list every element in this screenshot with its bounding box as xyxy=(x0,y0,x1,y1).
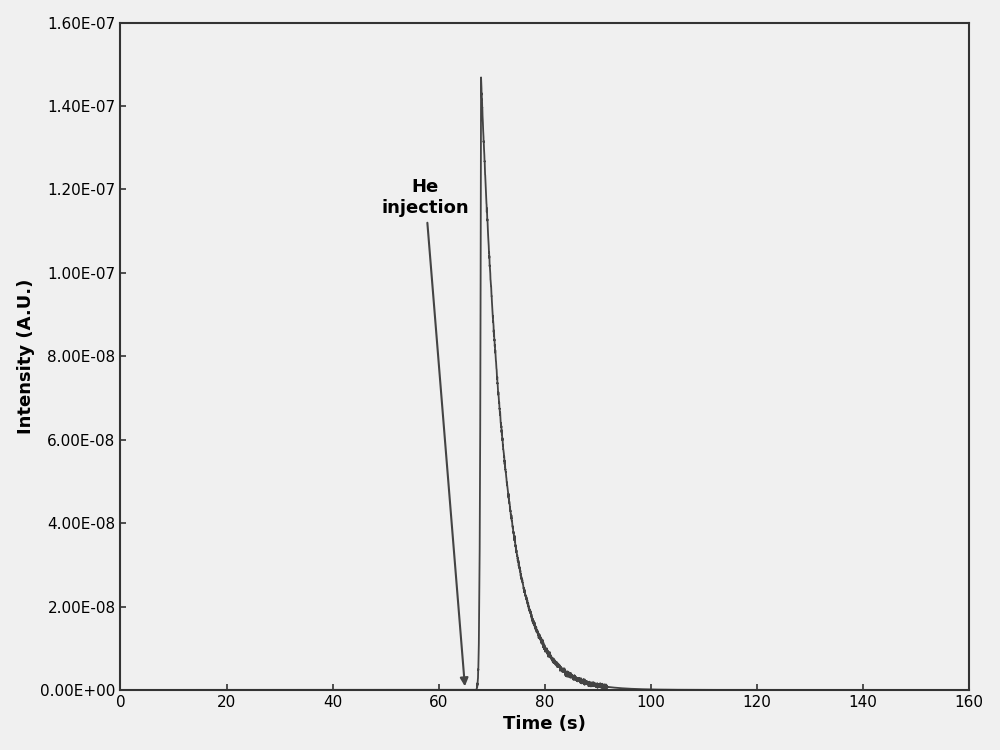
X-axis label: Time (s): Time (s) xyxy=(503,716,586,734)
Text: He
injection: He injection xyxy=(382,178,469,684)
Y-axis label: Intensity (A.U.): Intensity (A.U.) xyxy=(17,278,35,434)
